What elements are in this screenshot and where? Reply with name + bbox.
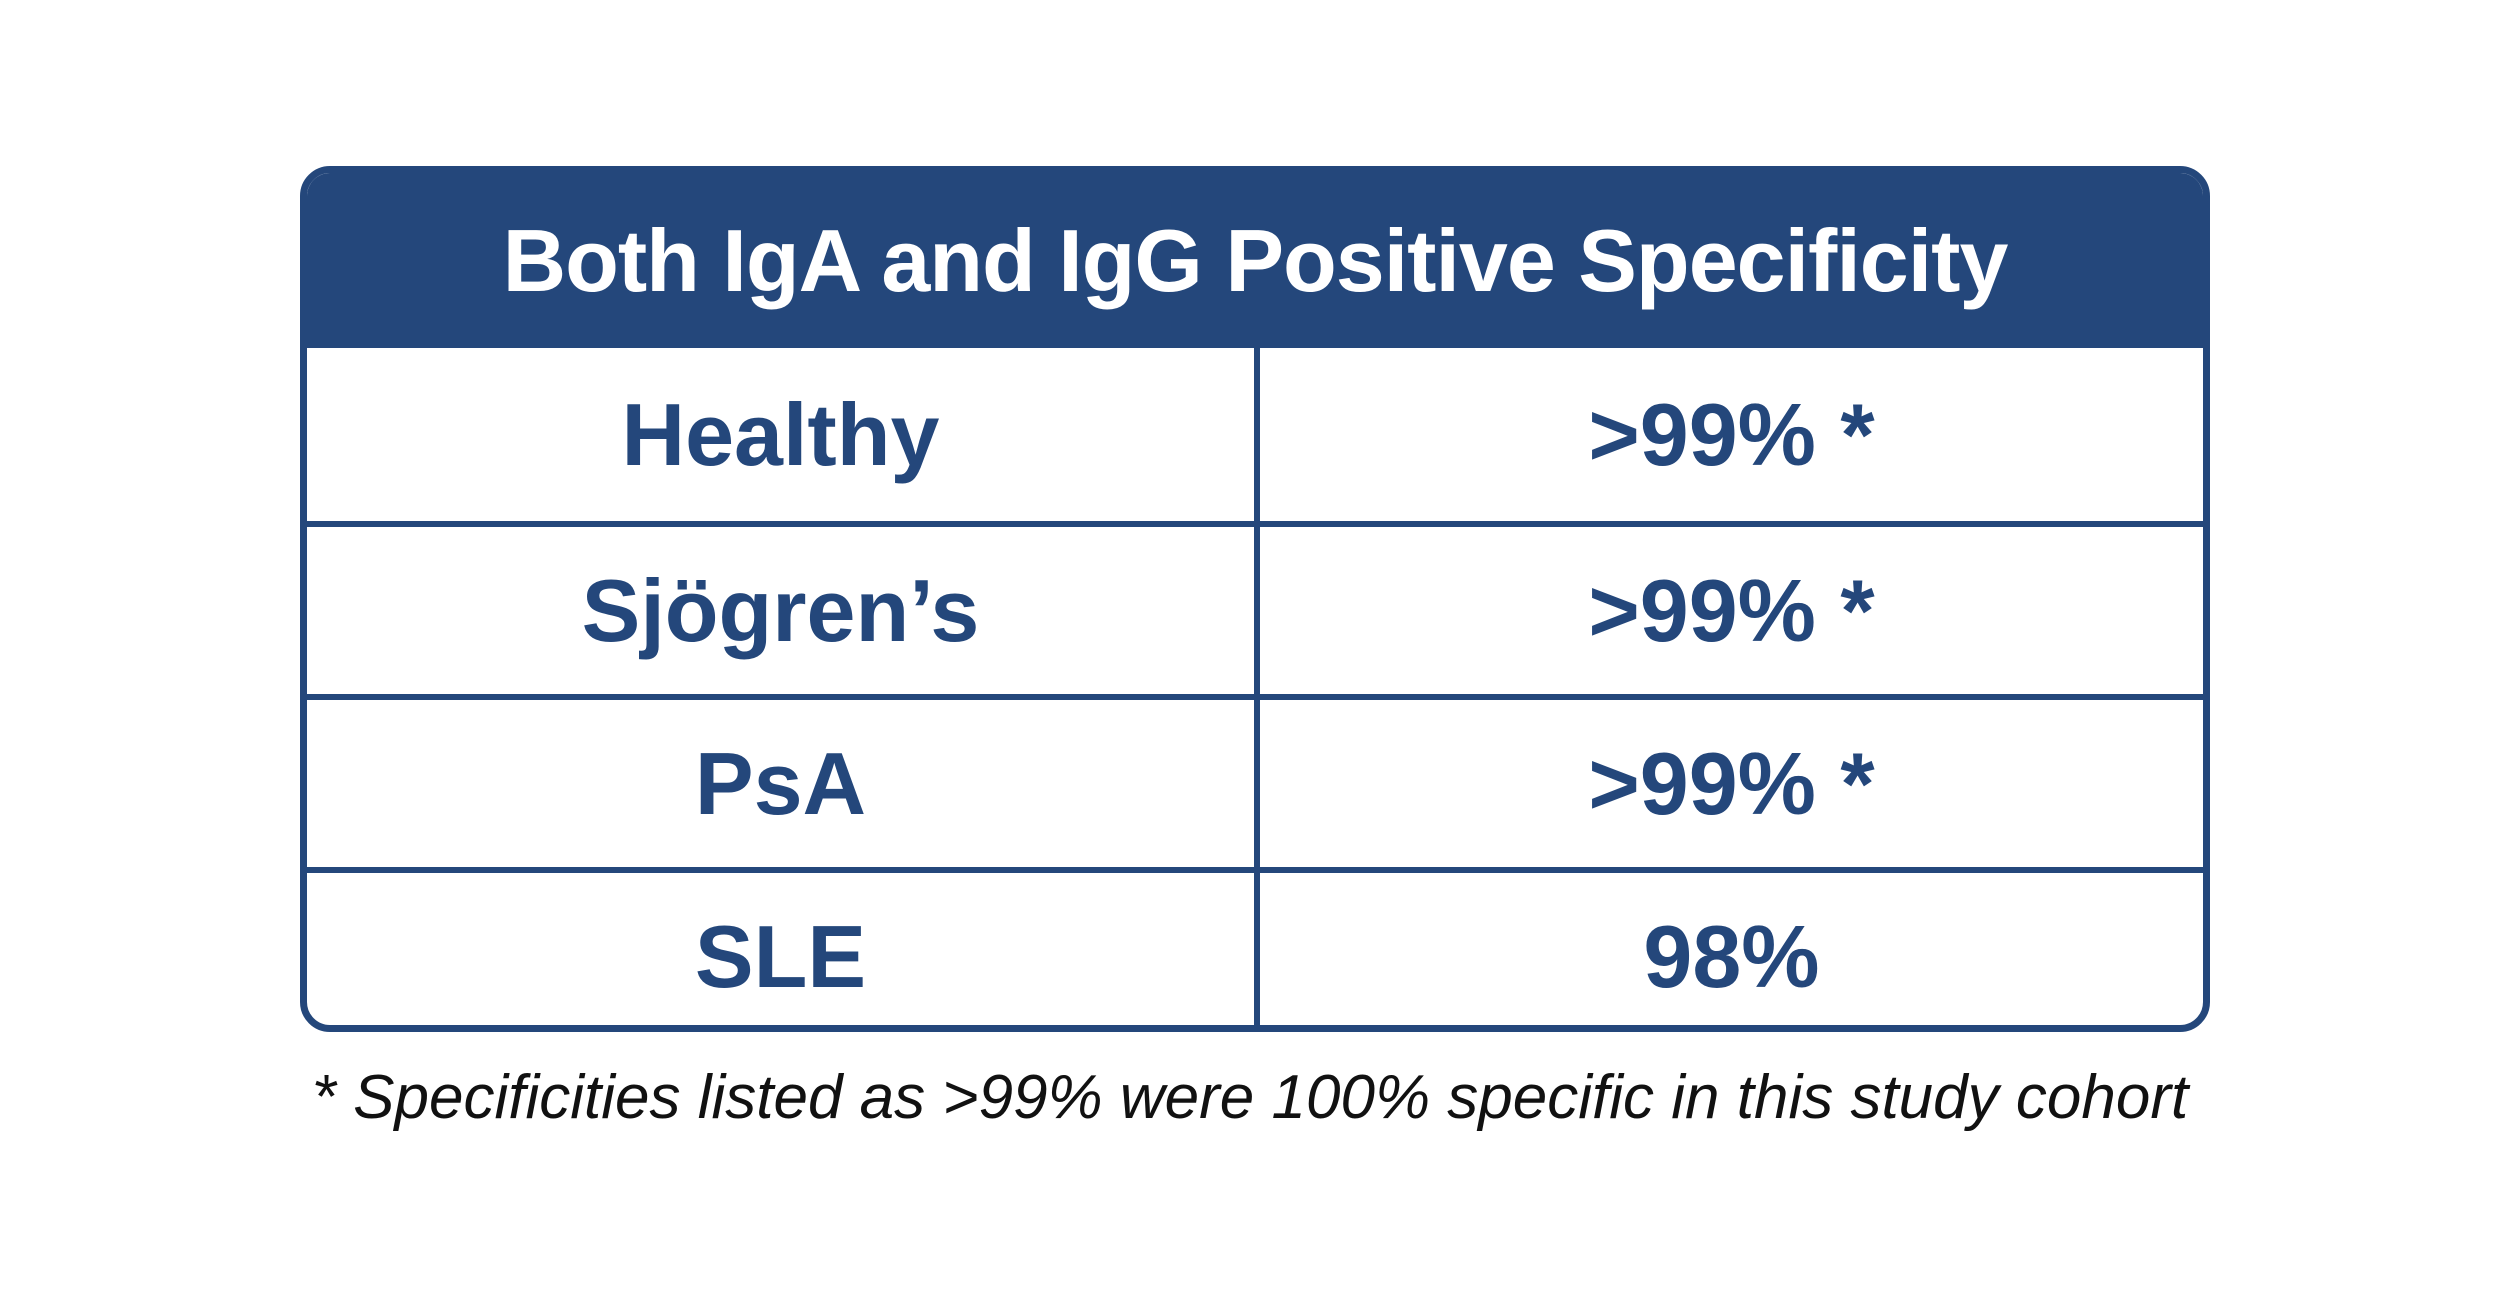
- specificity-cell: >99% *: [1588, 384, 1875, 484]
- footnote: * Specificities listed as >99% were 100%…: [311, 1063, 2189, 1132]
- specificity-table: Both IgA and IgG Positive Specificity He…: [300, 166, 2210, 1032]
- specificity-cell: 98%: [1643, 906, 1820, 1006]
- table-title: Both IgA and IgG Positive Specificity: [502, 210, 2009, 310]
- specificity-cell: >99% *: [1588, 733, 1875, 833]
- table-row: SLE 98%: [307, 867, 2203, 1025]
- table-body: Healthy >99% * Sjögren’s >99% * PsA >99%…: [307, 348, 2203, 1025]
- table-row: Healthy >99% *: [307, 348, 2203, 521]
- table-row: PsA >99% *: [307, 694, 2203, 867]
- group-cell: Healthy: [307, 348, 1260, 521]
- group-cell: PsA: [307, 700, 1260, 867]
- group-cell: SLE: [307, 873, 1260, 1025]
- table-row: Sjögren’s >99% *: [307, 521, 2203, 694]
- group-cell: Sjögren’s: [307, 527, 1260, 694]
- specificity-cell: >99% *: [1588, 560, 1875, 660]
- table-header: Both IgA and IgG Positive Specificity: [307, 173, 2203, 348]
